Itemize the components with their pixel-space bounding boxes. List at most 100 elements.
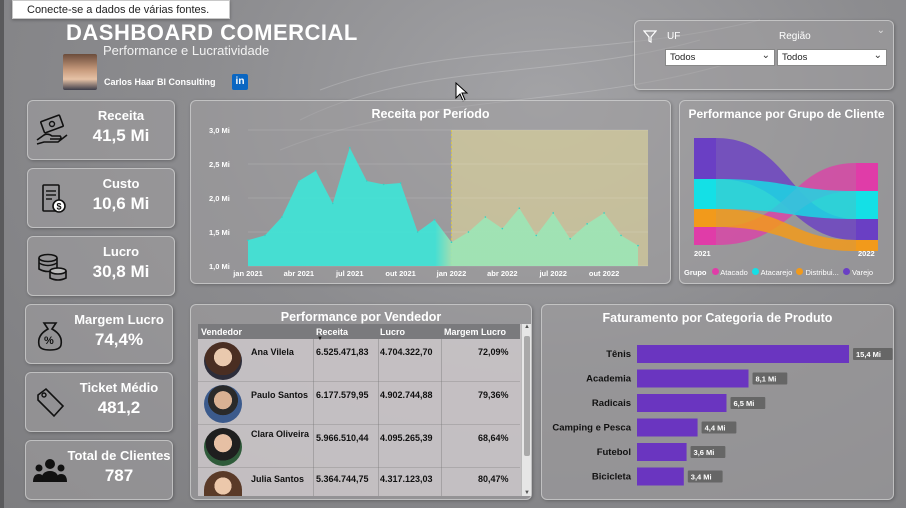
faturamento-panel[interactable]: Faturamento por Categoria de Produto Tên… [541, 304, 894, 500]
legend-title: Grupo [684, 268, 707, 277]
vendedor-avatar [204, 342, 242, 380]
legend-distribuidor[interactable]: Distribui... [805, 268, 839, 277]
table-row[interactable]: Paulo Santos 6.177.579,95 4.902.744,88 7… [198, 382, 520, 425]
data-point [637, 244, 639, 247]
bar [637, 467, 684, 486]
col-vendedor[interactable]: Vendedor [201, 327, 243, 337]
x-tick-label: jan 2021 [232, 269, 263, 278]
legend-atacarejo[interactable]: Atacarejo [760, 268, 793, 277]
window-edge [0, 0, 4, 508]
y-tick-label: 1,0 Mi [209, 262, 230, 271]
price-tag-icon [37, 387, 65, 418]
vendedor-avatar [204, 471, 242, 496]
data-label: 3,4 Mi [691, 473, 712, 482]
grupo-legend: Grupo Atacado Atacarejo Distribui... Var… [684, 268, 873, 277]
data-label: 3,6 Mi [694, 448, 715, 457]
scroll-down-icon[interactable]: ▼ [524, 490, 530, 496]
author-avatar [63, 54, 97, 90]
y-tick-label: 1,5 Mi [209, 228, 230, 237]
kpi-card-ticket-medio[interactable]: Ticket Médio 481,2 [25, 372, 173, 432]
filter-icon[interactable] [643, 29, 657, 43]
data-label-bg [853, 348, 893, 360]
chevron-down-icon: ⌄ [873, 50, 882, 61]
grupo-cliente-title: Performance por Grupo de Cliente [688, 107, 885, 121]
ribbon-distribuidor [716, 209, 856, 251]
ribbon-atacarejo [716, 179, 856, 219]
vendedor-nome: Clara Oliveira [251, 429, 310, 439]
money-hand-icon [36, 114, 68, 145]
regiao-dropdown[interactable]: Todos ⌄ [777, 49, 887, 66]
legend-varejo[interactable]: Varejo [851, 268, 874, 277]
data-point [450, 241, 453, 243]
col-margem[interactable]: Margem Lucro [444, 327, 507, 337]
bill-icon: $ [42, 184, 66, 213]
legend-atacado[interactable]: Atacado [720, 268, 748, 277]
dashboard-title: DASHBOARD COMERCIAL [66, 20, 358, 45]
users-icon [33, 459, 67, 482]
y-tick-label: 2,0 Mi [209, 194, 230, 203]
legend-dot-varejo [842, 268, 850, 275]
vendedor-table[interactable]: Vendedor Receita Lucro Margem Lucro ▼ An… [198, 324, 531, 496]
category-label: Futebol [597, 447, 631, 458]
scroll-up-icon[interactable]: ▲ [524, 324, 530, 330]
table-row[interactable]: Clara Oliveira 5.966.510,44 4.095.265,39… [198, 425, 520, 468]
vendedor-avatar [204, 385, 242, 423]
year-label-2021: 2021 [694, 249, 711, 258]
data-label: 8,1 Mi [756, 375, 777, 384]
data-point [586, 223, 588, 225]
ribbon-2022-varejo [856, 219, 878, 240]
kpi-card-margem-lucro[interactable]: % Margem Lucro 74,4% [25, 304, 173, 364]
receita-periodo-panel[interactable]: Receita por Período 3,0 Mi 2,5 Mi 2,0 Mi 1,… [190, 100, 671, 284]
dashboard-subtitle: Performance e Lucratividade [103, 43, 270, 58]
table-scrollbar[interactable]: ▲ ▼ [521, 324, 531, 496]
bar [637, 443, 687, 461]
kpi-label: Receita [97, 108, 145, 123]
category-label: Radicais [592, 398, 631, 409]
kpi-card-custo[interactable]: $ Custo 10,6 Mi [27, 168, 175, 228]
ribbon-2022-atacarejo [856, 191, 878, 219]
legend-dot-distribuidor [796, 268, 804, 275]
y-tick-label: 2,5 Mi [209, 160, 230, 169]
data-label: 6,5 Mi [733, 399, 754, 408]
data-label-bg [690, 446, 726, 458]
data-point [518, 207, 521, 209]
kpi-card-total-clientes[interactable]: Total de Clientes 787 [25, 440, 173, 500]
vendedor-receita: 5.364.744,75 [316, 474, 369, 484]
col-lucro[interactable]: Lucro [380, 327, 406, 337]
vendedor-margem: 80,47% [478, 474, 509, 484]
mouse-cursor-icon [455, 82, 469, 102]
faturamento-bar-chart[interactable]: Tênis 15,4 Mi Academia 8,1 Mi Radicais 6,5 Mi… [542, 305, 895, 501]
x-tick-label: abr 2021 [284, 269, 314, 278]
data-label-bg [730, 397, 766, 409]
vendedor-nome: Julia Santos [251, 474, 305, 484]
svg-text:$: $ [57, 202, 62, 212]
column-divider [313, 339, 314, 496]
scrollbar-thumb[interactable] [524, 336, 530, 456]
data-point [315, 170, 317, 172]
table-header: Vendedor Receita Lucro Margem Lucro [198, 324, 520, 339]
data-point [620, 234, 622, 237]
ribbon-2021-distribuidor [694, 209, 716, 227]
data-point [484, 216, 487, 218]
kpi-value: 481,2 [97, 398, 141, 417]
collapse-chevron-icon[interactable]: ⌄ [876, 25, 885, 36]
col-receita[interactable]: Receita [316, 327, 349, 337]
data-point [264, 234, 266, 237]
bar [637, 418, 698, 437]
column-divider [378, 339, 379, 496]
grupo-cliente-ribbon-chart[interactable] [680, 101, 895, 285]
vendedor-lucro: 4.704.322,70 [380, 347, 433, 357]
grupo-cliente-panel[interactable]: Performance por Grupo de Cliente 2021 20… [679, 100, 894, 284]
category-label: Academia [586, 374, 632, 385]
kpi-card-lucro[interactable]: Lucro 30,8 Mi [27, 236, 175, 296]
kpi-value: 10,6 Mi [92, 194, 150, 213]
sort-desc-icon[interactable]: ▼ [317, 336, 323, 342]
kpi-card-receita[interactable]: Receita 41,5 Mi [27, 100, 175, 160]
vendedor-receita: 5.966.510,44 [316, 433, 369, 443]
linkedin-icon[interactable]: in [232, 74, 248, 90]
table-row[interactable]: Julia Santos 5.364.744,75 4.317.123,03 8… [198, 468, 520, 496]
year-label-2022: 2022 [858, 249, 875, 258]
uf-dropdown[interactable]: Todos ⌄ [665, 49, 775, 66]
table-row[interactable]: Ana Vilela 6.525.471,83 4.704.322,70 72,… [198, 339, 520, 382]
